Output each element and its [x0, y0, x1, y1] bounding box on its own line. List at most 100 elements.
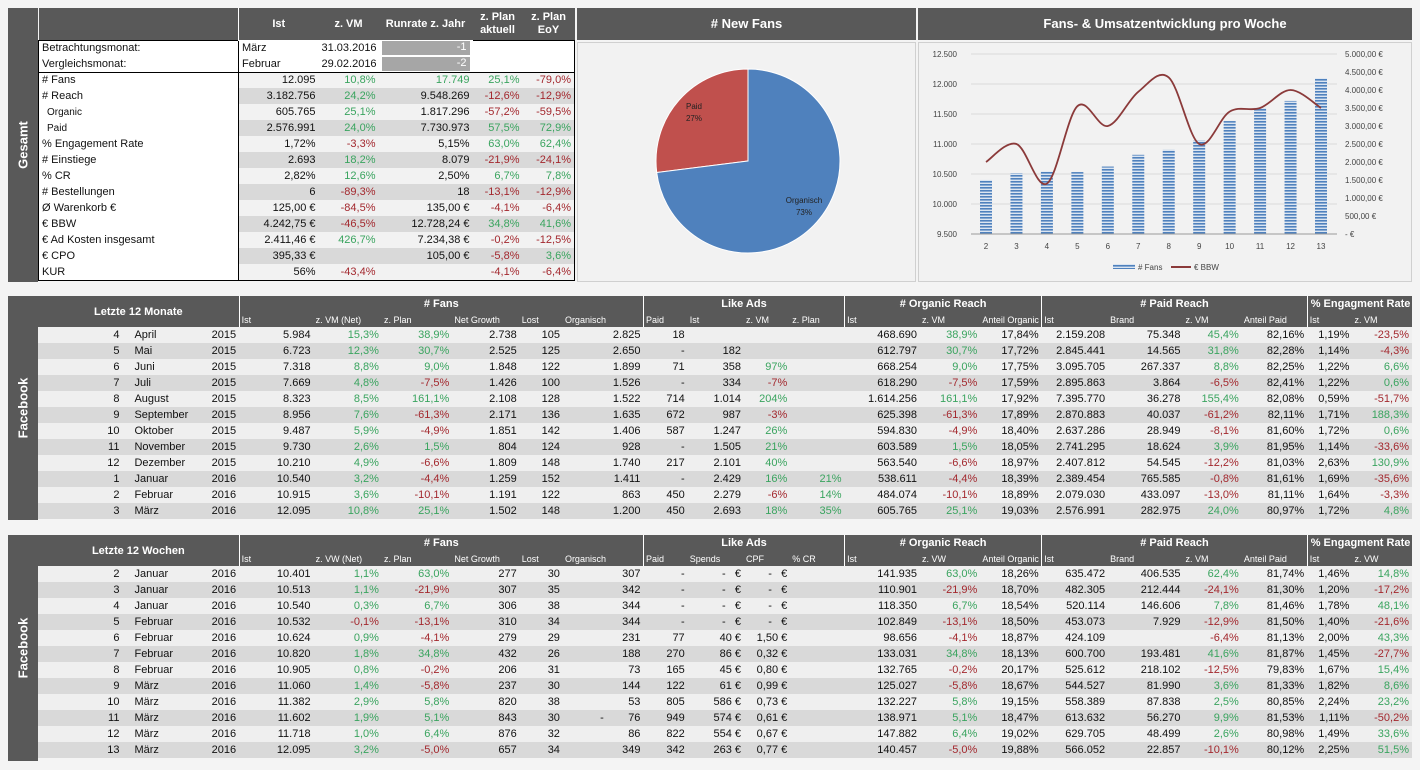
- cell: 307: [452, 582, 520, 598]
- runrate-value: 9.548.269: [378, 88, 473, 104]
- cell: [790, 327, 845, 343]
- zvm-value: -46,5%: [318, 216, 379, 232]
- zvm-value: -89,3%: [318, 184, 379, 200]
- plan-aktuell-value: -13,1%: [472, 184, 523, 200]
- cell: 125.027: [844, 678, 920, 694]
- right-axis-tick: 500,00 €: [1345, 212, 1377, 221]
- zvm-value: -3,3%: [318, 136, 379, 152]
- ist-value: 1,72%: [238, 136, 319, 152]
- cell: 21%: [744, 439, 791, 455]
- summary-row: € CPO 395,33 € 105,00 € -5,8% 3,6%: [38, 248, 575, 264]
- cell: 138.971: [844, 710, 920, 726]
- cell: 82,08%: [1241, 391, 1308, 407]
- cell: 45 €: [687, 662, 744, 678]
- cell: 263 €: [687, 742, 744, 758]
- cell: 17,72%: [980, 343, 1042, 359]
- cell: 32: [519, 726, 563, 742]
- cell: 11.060: [239, 678, 314, 694]
- zvm-value: -43,4%: [318, 264, 379, 281]
- zvm-value: 25,1%: [318, 104, 379, 120]
- betrachtungsmonat-month[interactable]: März: [238, 40, 319, 56]
- cell: 11: [38, 439, 123, 455]
- cell: 6: [38, 630, 123, 646]
- right-axis-tick: - €: [1345, 230, 1355, 239]
- cell: 22.857: [1108, 742, 1184, 758]
- bar-fans: [1284, 100, 1297, 234]
- cell: 11.382: [239, 694, 314, 710]
- cell: - 76: [562, 710, 644, 726]
- cell: 7: [38, 646, 123, 662]
- cell: -13,0%: [1183, 487, 1242, 503]
- cell: 81,13%: [1241, 630, 1308, 646]
- cell: 132.227: [844, 694, 920, 710]
- monthly-table: Letzte 12 Monate # Fans Like Ads # Organic …: [38, 296, 1412, 519]
- table-row: 11 März 2016 11.602 1,9% 5,1% 843 30- 76 949 574 …: [38, 710, 1412, 726]
- right-axis-tick: 4.000,00 €: [1345, 86, 1383, 95]
- cell: -0,1%: [313, 614, 382, 630]
- cell: [790, 375, 845, 391]
- cell: 43,3%: [1352, 630, 1412, 646]
- cell: 2,00%: [1307, 630, 1353, 646]
- x-axis-tick: 13: [1317, 242, 1326, 251]
- cell: 450: [643, 503, 688, 519]
- cell: 10.905: [239, 662, 314, 678]
- column-header: Ist: [1306, 312, 1353, 327]
- cell: 2015: [200, 375, 240, 391]
- cell: -: [643, 566, 688, 582]
- cell: März: [122, 503, 201, 519]
- cell: 1,82%: [1307, 678, 1353, 694]
- cell: 1,22%: [1307, 375, 1353, 391]
- cell: 148: [519, 503, 563, 519]
- zvm-value: -84,5%: [318, 200, 379, 216]
- cell: 86: [562, 726, 644, 742]
- cell: 23,2%: [1352, 694, 1412, 710]
- cell: 1.740: [562, 455, 644, 471]
- cell: 1,8%: [313, 646, 382, 662]
- cell: 1,20%: [1307, 582, 1353, 598]
- cell: -6,5%: [1183, 375, 1242, 391]
- column-header: Ist: [238, 312, 314, 327]
- cell: 2.637.286: [1041, 423, 1109, 439]
- combo-chart-panel: 9.500 10.000 10.500 11.000 11.500 12.000 12.50…: [918, 42, 1412, 282]
- cell: 2016: [200, 630, 240, 646]
- column-header: Brand: [1108, 312, 1184, 327]
- betrachtungsmonat-offset[interactable]: -1: [381, 41, 470, 55]
- cell: [790, 742, 845, 758]
- cell: 124: [519, 439, 563, 455]
- cell: 714: [643, 391, 688, 407]
- cell: 98.656: [844, 630, 920, 646]
- table-row: 10 März 2016 11.382 2,9% 5,8% 820 38 53 805 586 €0…: [38, 694, 1412, 710]
- cell: 130,9%: [1352, 455, 1412, 471]
- cell: 217: [643, 455, 688, 471]
- cell: 17,92%: [980, 391, 1042, 407]
- zvm-value: 10,8%: [318, 72, 379, 88]
- plan-eoy-value: 72,9%: [522, 120, 575, 136]
- cell: 8,5%: [313, 391, 382, 407]
- plan-eoy-value: -12,9%: [522, 184, 575, 200]
- cell: Januar: [122, 598, 201, 614]
- cell: 18,50%: [980, 614, 1042, 630]
- cell: 1.502: [452, 503, 520, 519]
- left-axis-tick: 10.000: [933, 200, 958, 209]
- column-header: Organisch: [562, 312, 644, 327]
- column-header: z. VM: [919, 312, 981, 327]
- cell: 48.499: [1108, 726, 1184, 742]
- cell: 161,1%: [919, 391, 981, 407]
- plan-aktuell-value: -21,9%: [472, 152, 523, 168]
- cell: -7,5%: [919, 375, 981, 391]
- cell: 10: [38, 423, 123, 439]
- cell: 843: [452, 710, 520, 726]
- cell: 80,85%: [1241, 694, 1308, 710]
- cell: 10: [38, 694, 123, 710]
- cell: 2016: [200, 487, 240, 503]
- cell: 3: [38, 503, 123, 519]
- column-header: Ist: [687, 312, 744, 327]
- vergleichsmonat-offset[interactable]: -2: [381, 56, 470, 71]
- vergleichsmonat-month[interactable]: Februar: [238, 56, 319, 73]
- cell: 1,72%: [1307, 503, 1353, 519]
- cell: 2.407.812: [1041, 455, 1109, 471]
- cell: 73: [562, 662, 644, 678]
- cell: April: [122, 327, 201, 343]
- cell: - €: [687, 614, 744, 630]
- cell: 2016: [200, 566, 240, 582]
